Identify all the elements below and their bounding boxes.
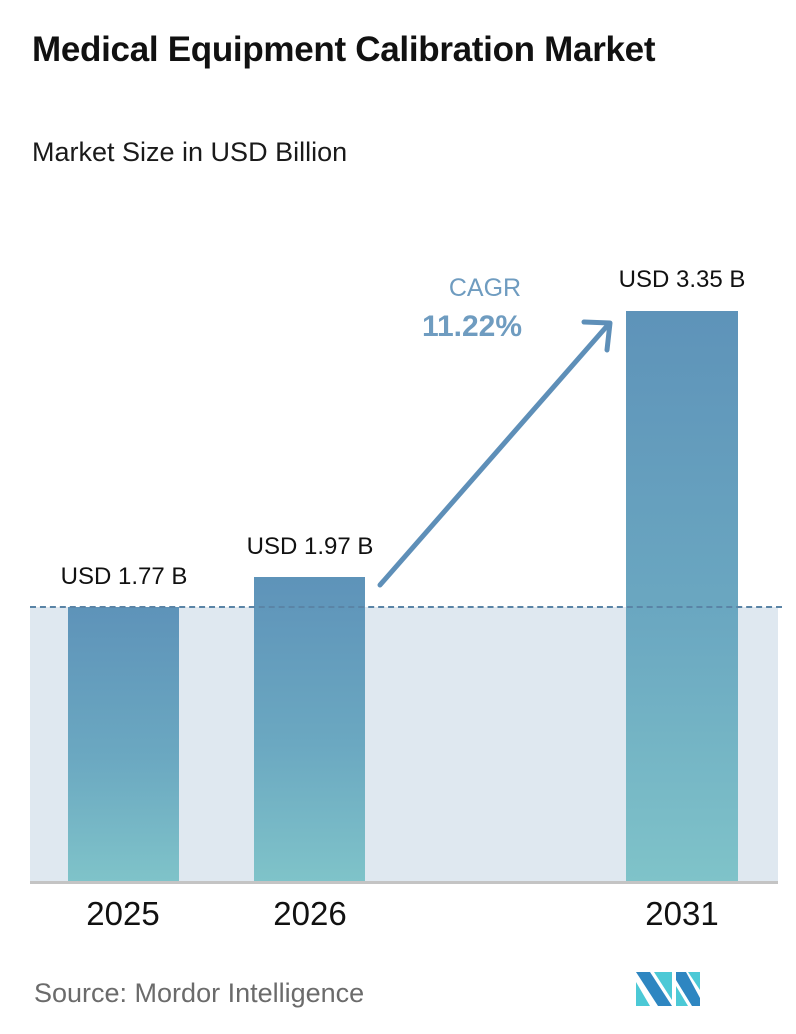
bar-2031 [626,311,738,881]
reference-dashed-line [30,606,782,608]
chart-subtitle: Market Size in USD Billion [32,137,348,167]
value-label-2026: USD 1.97 B [246,533,374,560]
bar-2025 [68,607,179,881]
x-label-2026: 2026 [273,895,347,932]
value-label-2025: USD 1.77 B [60,563,188,590]
value-label-2031: USD 3.35 B [618,266,746,293]
x-label-2031: 2031 [645,895,719,932]
chart-title: Medical Equipment Calibration Market [32,30,656,69]
bar-2026 [254,577,365,881]
x-axis-line [30,881,778,884]
source-text: Source: Mordor Intelligence [34,978,365,1008]
mordor-intelligence-logo-icon [636,972,700,1006]
x-label-2025: 2025 [86,895,160,932]
cagr-value: 11.22% [421,310,523,343]
cagr-label: CAGR [448,274,522,302]
